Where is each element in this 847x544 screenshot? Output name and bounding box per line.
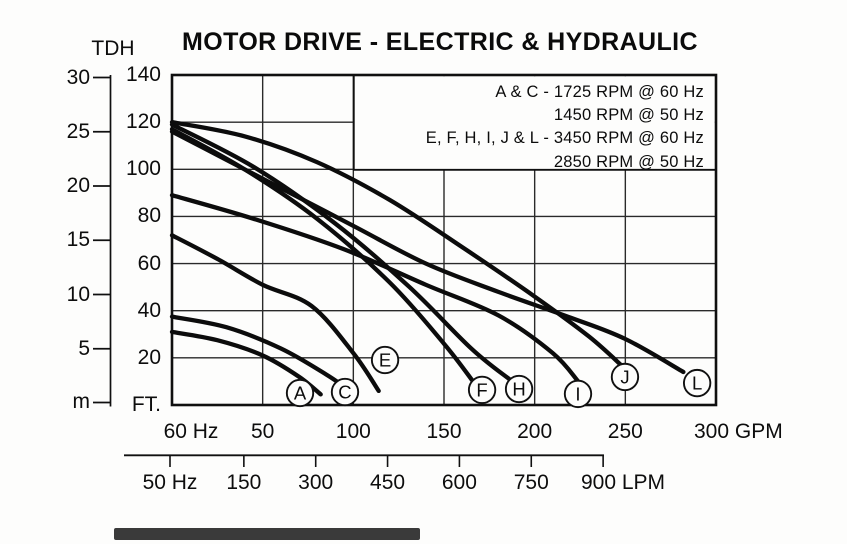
ft-tick-60: 60 bbox=[137, 251, 161, 275]
gpm-freq-label: 60 Hz bbox=[163, 420, 219, 443]
ft-tick-40: 40 bbox=[137, 298, 161, 322]
curve-label-circle-L bbox=[682, 368, 712, 398]
legend-box bbox=[353, 76, 715, 170]
pump-curve-C bbox=[169, 314, 356, 396]
curve-label-circle-H bbox=[504, 374, 534, 404]
gpm-tick-300-with-unit: 300 GPM bbox=[694, 420, 783, 443]
pump-curve-H bbox=[169, 122, 512, 382]
curve-label-I: I bbox=[575, 383, 580, 404]
gpm-tick-100: 100 bbox=[335, 420, 371, 443]
curve-label-F: F bbox=[476, 379, 487, 400]
curve-label-circle-A bbox=[285, 378, 315, 408]
m-tick-25: 25 bbox=[66, 119, 90, 143]
curve-label-C: C bbox=[338, 382, 351, 403]
legend: A & C - 1725 RPM @ 60 Hz 1450 RPM @ 50 H… bbox=[358, 81, 704, 174]
lpm-tick-750: 750 bbox=[513, 471, 549, 494]
ft-tick-80: 80 bbox=[137, 204, 161, 228]
gpm-tick-250: 250 bbox=[607, 420, 643, 443]
m-tick-5: 5 bbox=[78, 336, 90, 360]
m-tick-10: 10 bbox=[66, 282, 90, 306]
legend-line-3: E, F, H, I, J & L - 3450 RPM @ 60 Hz bbox=[425, 129, 704, 148]
lpm-tick-450: 450 bbox=[370, 471, 406, 494]
curve-label-H: H bbox=[512, 378, 525, 399]
pump-curve-E bbox=[169, 233, 381, 394]
y-axis-name: TDH bbox=[91, 37, 135, 60]
lpm-scale-ticks bbox=[169, 455, 604, 467]
m-tick-15: 15 bbox=[66, 228, 90, 252]
ft-tick-140: 140 bbox=[125, 63, 161, 86]
pump-curve-I bbox=[169, 193, 581, 384]
m-unit-label: m bbox=[72, 390, 91, 413]
ft-tick-20: 20 bbox=[137, 345, 161, 369]
gpm-tick-150: 150 bbox=[426, 420, 462, 443]
lpm-tick-150: 150 bbox=[226, 471, 262, 494]
m-tick-30: 30 bbox=[66, 65, 90, 89]
legend-line-2: 1450 RPM @ 50 Hz bbox=[553, 106, 704, 125]
page-title: MOTOR DRIVE - ELECTRIC & HYDRAULIC bbox=[182, 28, 698, 56]
curve-label-circle-C bbox=[330, 377, 360, 407]
gpm-tick-200: 200 bbox=[517, 420, 553, 443]
curve-label-circle-E bbox=[370, 345, 400, 375]
lpm-tick-900-with-unit: 900 LPM bbox=[581, 471, 666, 494]
legend-box-border bbox=[352, 75, 716, 171]
legend-line-1: A & C - 1725 RPM @ 60 Hz bbox=[495, 83, 704, 101]
scan-artifact-bar bbox=[114, 528, 420, 540]
lpm-tick-600: 600 bbox=[441, 471, 477, 494]
curve-label-A: A bbox=[294, 382, 307, 403]
curve-label-L: L bbox=[692, 373, 702, 394]
curve-label-circle-J bbox=[610, 362, 640, 392]
gpm-tick-50: 50 bbox=[250, 420, 275, 443]
curve-label-E: E bbox=[379, 349, 391, 370]
meters-axis-ticks bbox=[93, 76, 111, 404]
lpm-freq-label: 50 Hz bbox=[142, 471, 198, 494]
legend-line-4: 2850 RPM @ 50 Hz bbox=[553, 152, 704, 171]
curve-label-circle-F bbox=[467, 375, 497, 405]
ft-unit-label: FT. bbox=[131, 393, 161, 416]
ft-tick-100: 100 bbox=[125, 157, 161, 181]
m-tick-20: 20 bbox=[66, 174, 90, 197]
pump-curve-J bbox=[169, 119, 626, 370]
plot-border bbox=[170, 73, 718, 407]
lpm-tick-300: 300 bbox=[298, 471, 334, 494]
curve-label-J: J bbox=[620, 366, 629, 387]
ft-tick-120: 120 bbox=[125, 110, 161, 134]
pump-curve-L bbox=[169, 129, 686, 375]
curve-label-circle-I bbox=[563, 379, 593, 409]
